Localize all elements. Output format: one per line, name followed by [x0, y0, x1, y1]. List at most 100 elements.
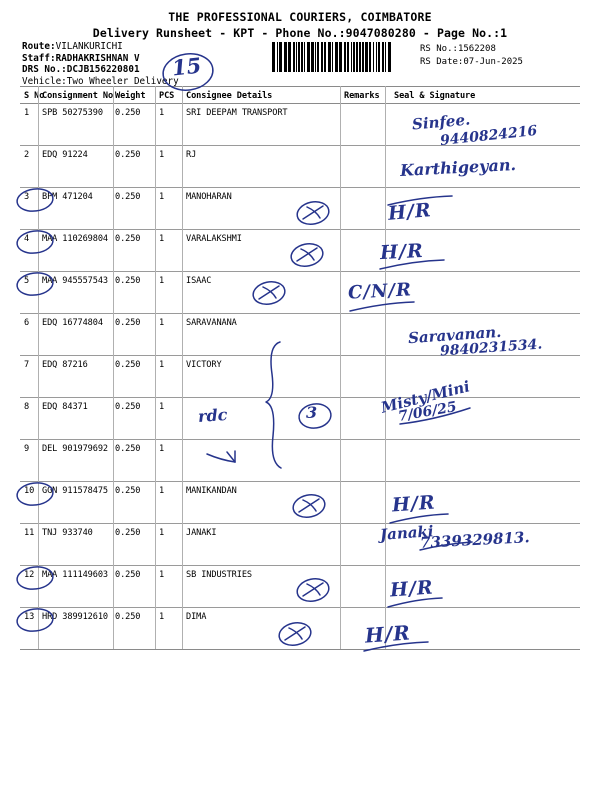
table-hrule [20, 271, 580, 272]
cell-consignee: MANIKANDAN [186, 486, 237, 496]
cell-consignee: ISAAC [186, 276, 212, 286]
cell-pcs: 1 [159, 234, 165, 244]
table-hrule [20, 481, 580, 482]
column-header-seal-signature: Seal & Signature [394, 91, 476, 101]
table-vrule [340, 86, 341, 649]
cell-pcs: 1 [159, 150, 165, 160]
cell-consignee: SB INDUSTRIES [186, 570, 252, 580]
table-hrule [20, 145, 580, 146]
route-label: Route: [22, 41, 56, 52]
cell-weight: 0.250 [115, 402, 141, 412]
table-row [20, 187, 580, 229]
cell-sno: 9 [24, 444, 30, 454]
cell-weight: 0.250 [115, 570, 141, 580]
cell-consignment: MAA 945557543 [42, 276, 108, 286]
table-vrule [385, 86, 386, 649]
cell-sno: 7 [24, 360, 30, 370]
cell-sno: 6 [24, 318, 30, 328]
cell-consignment: DEL 901979692 [42, 444, 108, 454]
cell-consignment: TNJ 933740 [42, 528, 93, 538]
drs-value: DCJB156220801 [66, 64, 140, 76]
vehicle-label: Vehicle: [22, 75, 67, 87]
runsheet-table: S No Consignment No Weight PCS Consignee Det… [20, 86, 580, 650]
table-hrule [20, 187, 580, 188]
cell-pcs: 1 [159, 612, 165, 622]
table-hrule [20, 313, 580, 314]
cell-consignee: MANOHARAN [186, 192, 232, 202]
table-hrule [20, 229, 580, 230]
cell-pcs: 1 [159, 360, 165, 370]
column-header-s-no: S No [24, 91, 45, 101]
cell-consignment: EDQ 84371 [42, 402, 88, 412]
cell-weight: 0.250 [115, 150, 141, 160]
cell-consignment: HRD 389912610 [42, 612, 108, 622]
cell-pcs: 1 [159, 444, 165, 454]
table-row [20, 145, 580, 187]
cell-pcs: 1 [159, 486, 165, 496]
table-row [20, 439, 580, 481]
cell-consignment: EDQ 87216 [42, 360, 88, 370]
table-hrule [20, 397, 580, 398]
table-row [20, 229, 580, 271]
drs-label: DRS No.: [22, 64, 67, 76]
cell-weight: 0.250 [115, 360, 141, 370]
table-vrule [113, 86, 114, 649]
table-row [20, 103, 580, 145]
column-header-consignment-no: Consignment No [42, 91, 114, 101]
cell-pcs: 1 [159, 402, 165, 412]
table-hrule [20, 355, 580, 356]
table-vrule [155, 86, 156, 649]
cell-sno: 2 [24, 150, 30, 160]
cell-pcs: 1 [159, 570, 165, 580]
cell-consignee: SRI DEEPAM TRANSPORT [186, 108, 288, 118]
cell-consignment: EDQ 16774804 [42, 318, 103, 328]
cell-sno: 11 [24, 528, 35, 538]
cell-consignee: RJ [186, 150, 197, 160]
cell-weight: 0.250 [115, 612, 141, 622]
meta-left-block: Route:VILANKURICHI Staff:RADHAKRISHNAN V… [22, 41, 179, 87]
table-hrule [20, 649, 580, 650]
table-hrule [20, 523, 580, 524]
cell-consignment: BPM 471204 [42, 192, 93, 202]
table-vrule [182, 86, 183, 649]
cell-consignment: MAA 111149603 [42, 570, 108, 580]
cell-weight: 0.250 [115, 192, 141, 202]
cell-weight: 0.250 [115, 528, 141, 538]
route-value: VILANKURICHI [55, 41, 123, 52]
column-header-remarks: Remarks [344, 91, 380, 101]
table-row [20, 271, 580, 313]
barcode [272, 42, 392, 72]
company-title: THE PROFESSIONAL COURIERS, COIMBATORE [168, 10, 432, 24]
meta-right-block: RS No.:1562208 RS Date:07-Jun-2025 [420, 43, 523, 68]
cell-consignee: VARALAKSHMI [186, 234, 242, 244]
cell-consignment: GGN 911578475 [42, 486, 108, 496]
cell-weight: 0.250 [115, 234, 141, 244]
cell-weight: 0.250 [115, 276, 141, 286]
column-header-weight: Weight [115, 91, 146, 101]
cell-pcs: 1 [159, 108, 165, 118]
cell-consignee: DIMA [186, 612, 207, 622]
cell-weight: 0.250 [115, 318, 141, 328]
cell-pcs: 1 [159, 528, 165, 538]
table-hrule [20, 565, 580, 566]
cell-consignee: SARAVANANA [186, 318, 237, 328]
table-hrule [20, 607, 580, 608]
cell-consignee: JANAKI [186, 528, 217, 538]
table-hrule [20, 86, 580, 87]
table-hrule [20, 439, 580, 440]
cell-pcs: 1 [159, 318, 165, 328]
rs-no-value: 1562208 [457, 44, 496, 54]
staff-value: RADHAKRISHNAN V [55, 52, 140, 64]
table-row [20, 565, 580, 607]
cell-weight: 0.250 [115, 444, 141, 454]
column-header-pcs: PCS [159, 91, 175, 101]
cell-weight: 0.250 [115, 108, 141, 118]
cell-pcs: 1 [159, 192, 165, 202]
table-hrule [20, 103, 580, 104]
vehicle-value: Two Wheeler Delivery [66, 75, 179, 87]
cell-consignment: EDQ 91224 [42, 150, 88, 160]
cell-pcs: 1 [159, 276, 165, 286]
table-row [20, 607, 580, 649]
cell-consignment: MAA 110269804 [42, 234, 108, 244]
